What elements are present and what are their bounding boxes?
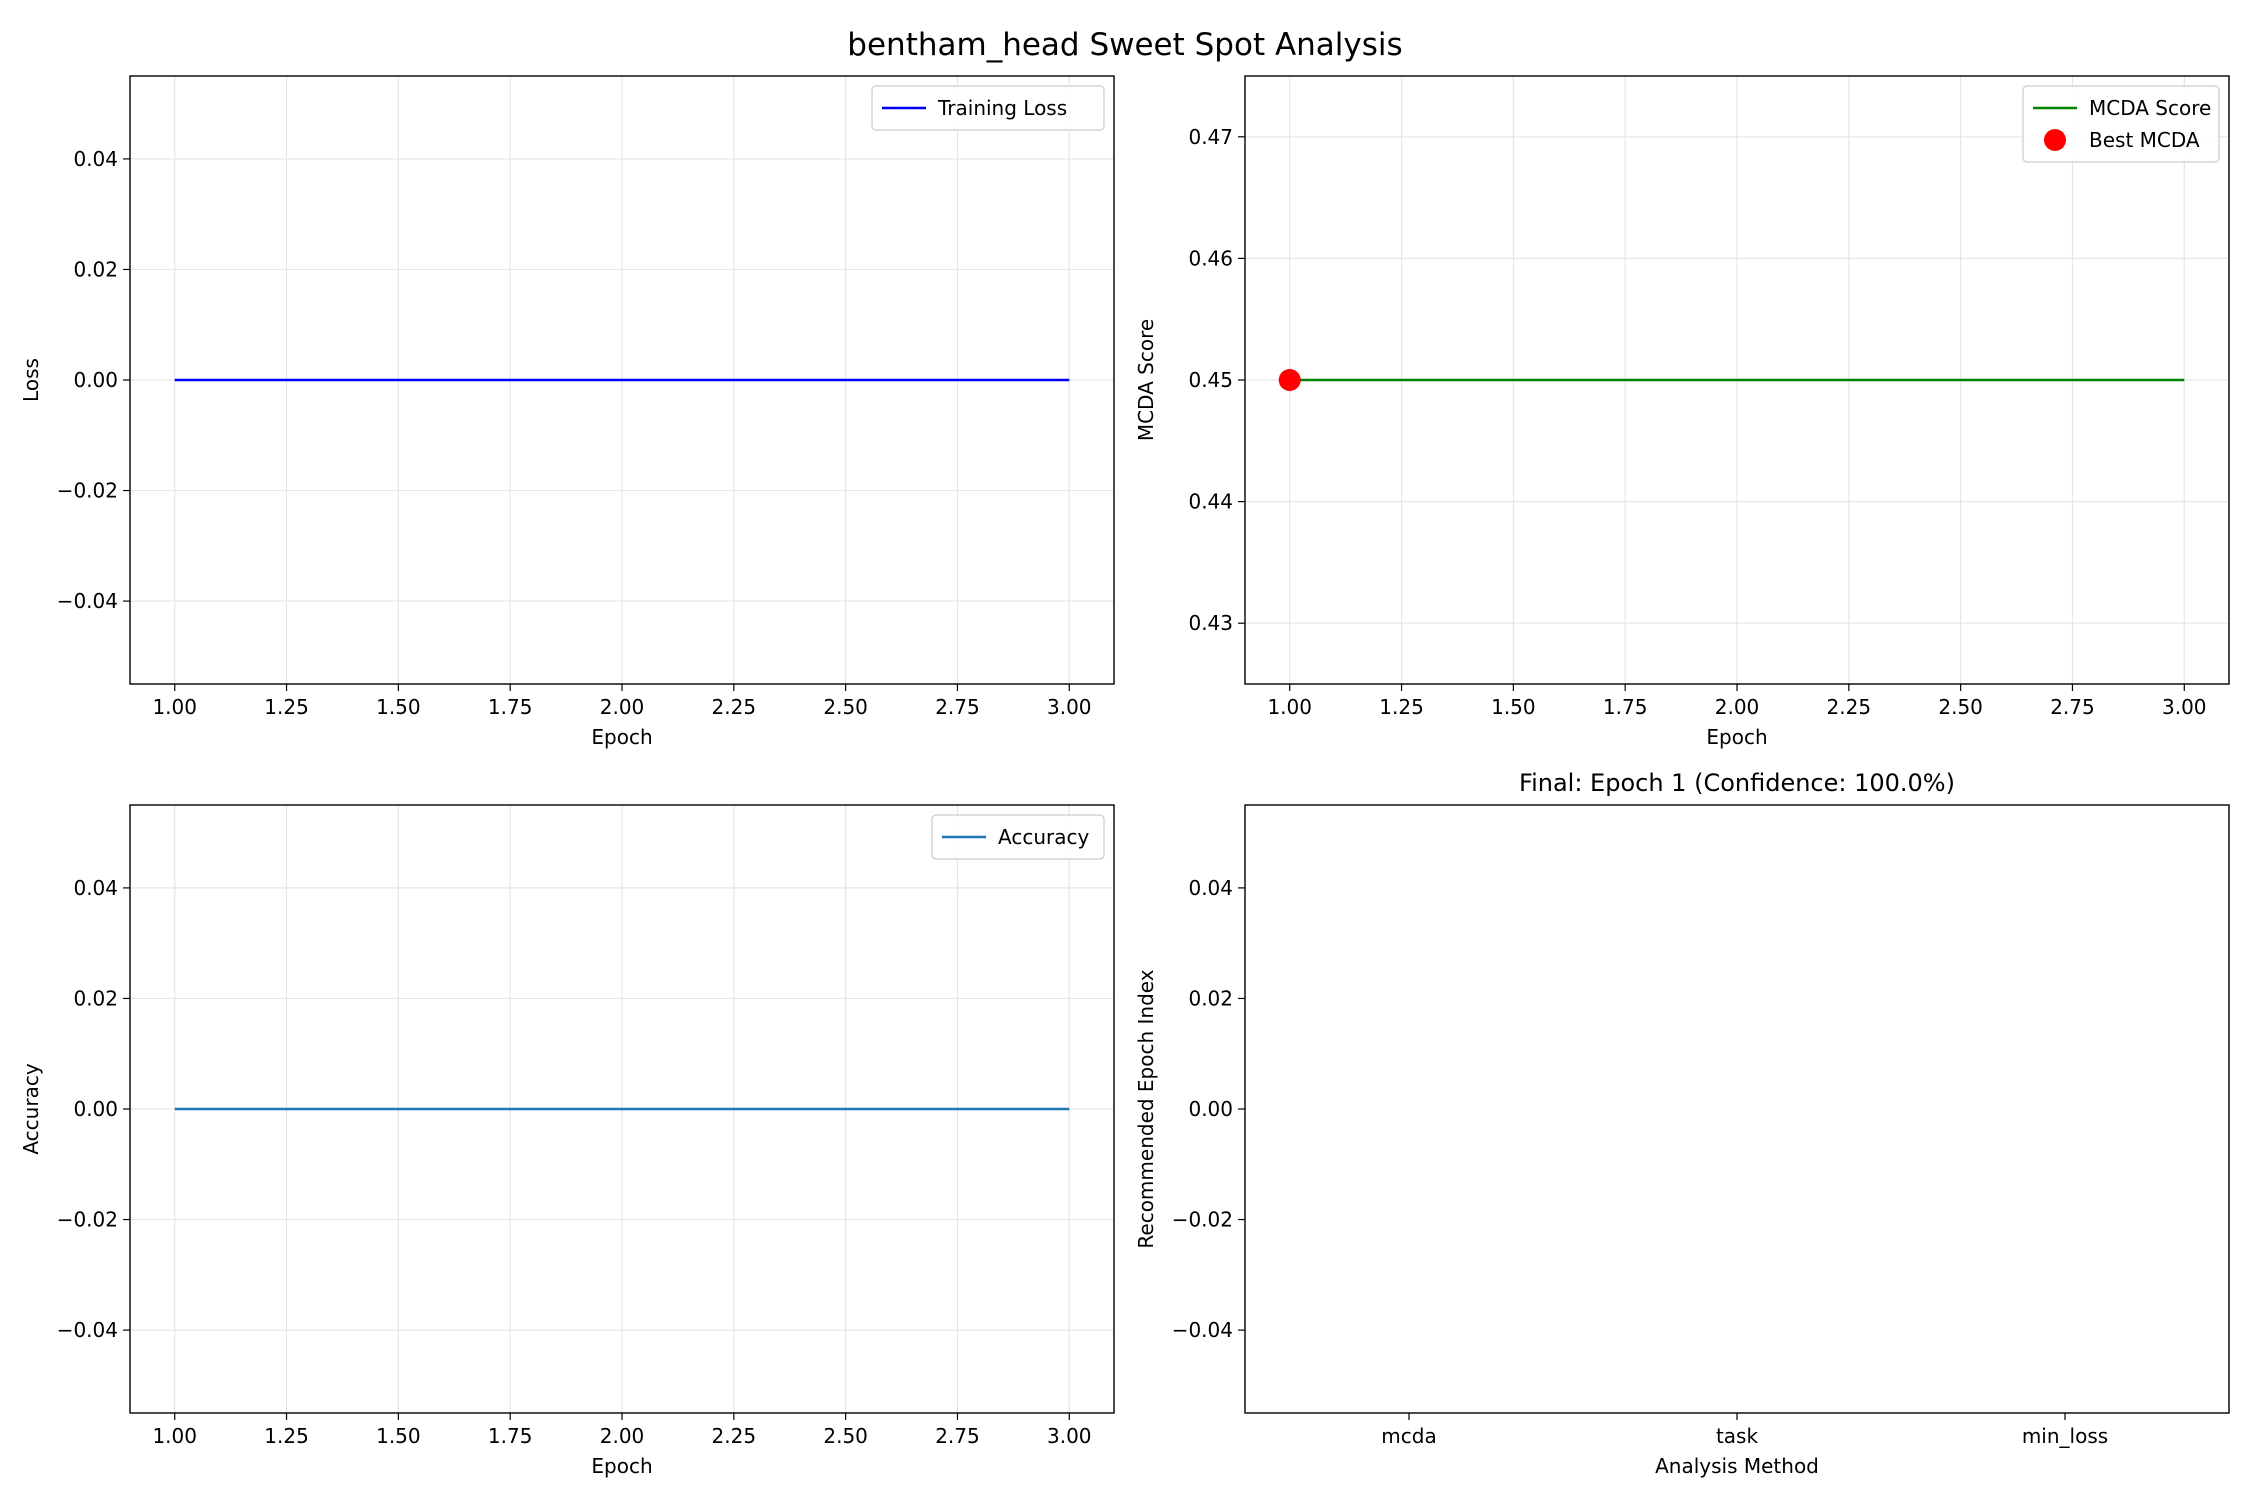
y-axis-label: MCDA Score xyxy=(1134,319,1158,441)
y-tick-label: 0.02 xyxy=(1188,986,1233,1010)
y-tick-label: 0.00 xyxy=(73,368,118,392)
y-tick-label: 0.02 xyxy=(73,986,118,1010)
y-axis-label: Accuracy xyxy=(19,1063,43,1154)
y-tick-label: 0.04 xyxy=(1188,876,1233,900)
x-axis-label: Epoch xyxy=(591,725,652,749)
x-tick-label: 3.00 xyxy=(1047,1424,1092,1448)
axes-frame xyxy=(129,804,1115,1414)
y-axis-label: Loss xyxy=(19,358,43,402)
y-tick-label: 0.04 xyxy=(73,147,118,171)
x-tick-label: 2.50 xyxy=(823,1424,868,1448)
x-tick-label: 1.25 xyxy=(264,695,309,719)
legend-label: Best MCDA xyxy=(2089,128,2200,152)
x-tick-label: 1.00 xyxy=(152,1424,197,1448)
legend-box xyxy=(2022,85,2220,163)
best-mcda-marker xyxy=(1278,369,1301,391)
y-tick-label: 0.44 xyxy=(1188,490,1233,514)
legend-label: Training Loss xyxy=(937,96,1067,120)
x-tick-label: 1.75 xyxy=(488,1424,533,1448)
x-tick-label: 2.00 xyxy=(1715,695,1760,719)
x-axis-label: Epoch xyxy=(1706,725,1767,749)
x-tick-label: 2.75 xyxy=(2050,695,2095,719)
y-tick-label: −0.02 xyxy=(57,479,118,503)
y-tick-label: −0.02 xyxy=(57,1208,118,1232)
x-tick-label: 2.50 xyxy=(823,695,868,719)
accuracy-panel: 1.00 1.25 1.50 1.75 2.00 2.25 2.50 2.75 3.00 0.04… xyxy=(19,804,1115,1478)
training-loss-panel: 1.00 1.25 1.50 1.75 2.00 2.25 2.50 2.75 3.00 0.04… xyxy=(19,75,1115,749)
x-tick-label: 1.25 xyxy=(1379,695,1424,719)
y-tick-label: 0.00 xyxy=(73,1097,118,1121)
y-tick-label: 0.02 xyxy=(73,257,118,281)
legend-dot-swatch xyxy=(2044,129,2066,151)
y-axis-label: Recommended Epoch Index xyxy=(1134,969,1158,1248)
axes-frame xyxy=(1244,75,2230,685)
y-tick-label: −0.04 xyxy=(57,1318,118,1342)
x-tick-label: 1.50 xyxy=(376,1424,421,1448)
x-axis-label: Epoch xyxy=(591,1454,652,1478)
x-tick-label: 2.25 xyxy=(712,1424,757,1448)
y-tick-label: 0.00 xyxy=(1188,1097,1233,1121)
y-tick-label: −0.04 xyxy=(1172,1318,1233,1342)
axes-frame xyxy=(129,75,1115,685)
x-tick-label: 1.50 xyxy=(376,695,421,719)
legend-box xyxy=(931,814,1105,860)
x-axis-label: Analysis Method xyxy=(1655,1454,1819,1478)
panel-title: Final: Epoch 1 (Confidence: 100.0%) xyxy=(1519,769,1955,797)
figure-title: bentham_head Sweet Spot Analysis xyxy=(847,27,1402,63)
x-tick-label: min_loss xyxy=(2022,1424,2108,1448)
x-tick-label: 1.00 xyxy=(152,695,197,719)
x-tick-label: 2.75 xyxy=(935,695,980,719)
x-tick-label: mcda xyxy=(1381,1424,1436,1448)
x-tick-label: 2.00 xyxy=(600,1424,645,1448)
y-tick-label: −0.02 xyxy=(1172,1208,1233,1232)
mcda-score-panel: 1.00 1.25 1.50 1.75 2.00 2.25 2.50 2.75 3.00 0.47… xyxy=(1134,75,2230,749)
legend: Accuracy xyxy=(931,814,1105,860)
legend-label: MCDA Score xyxy=(2089,96,2211,120)
x-tick-label: 1.25 xyxy=(264,1424,309,1448)
legend: Training Loss xyxy=(871,85,1105,131)
x-tick-label: 3.00 xyxy=(1047,695,1092,719)
x-tick-label: 1.00 xyxy=(1267,695,1312,719)
y-tick-label: −0.04 xyxy=(57,589,118,613)
x-tick-label: 2.50 xyxy=(1938,695,1983,719)
x-tick-label: task xyxy=(1716,1424,1759,1448)
recommended-epoch-panel: mcda task min_loss 0.04 0.02 0.00 −0.02 −0.04 An… xyxy=(1134,769,2230,1478)
legend-label: Accuracy xyxy=(998,825,1089,849)
y-tick-label: 0.47 xyxy=(1188,125,1233,149)
x-tick-label: 2.25 xyxy=(712,695,757,719)
axes-frame xyxy=(1244,804,2230,1414)
x-tick-label: 1.75 xyxy=(488,695,533,719)
y-tick-label: 0.45 xyxy=(1188,368,1233,392)
legend: MCDA Score Best MCDA xyxy=(2022,85,2220,163)
x-tick-label: 2.00 xyxy=(600,695,645,719)
x-tick-label: 2.75 xyxy=(935,1424,980,1448)
y-tick-label: 0.04 xyxy=(73,876,118,900)
x-tick-label: 1.50 xyxy=(1491,695,1536,719)
x-tick-label: 1.75 xyxy=(1603,695,1648,719)
legend-box xyxy=(871,85,1105,131)
x-tick-label: 3.00 xyxy=(2162,695,2207,719)
y-tick-label: 0.43 xyxy=(1188,611,1233,635)
x-tick-label: 2.25 xyxy=(1827,695,1872,719)
y-tick-label: 0.46 xyxy=(1188,246,1233,270)
